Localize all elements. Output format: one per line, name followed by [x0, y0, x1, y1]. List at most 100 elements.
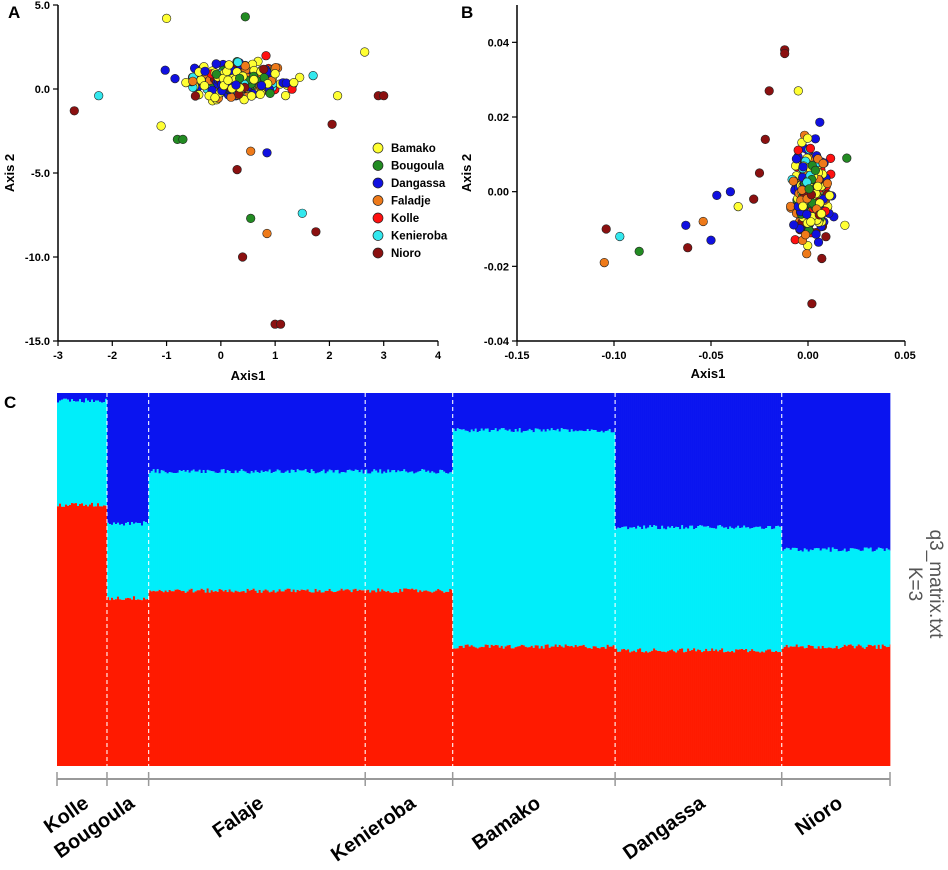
bar-nioro-cyan	[885, 548, 889, 648]
bar-bamako-red	[596, 647, 600, 766]
panel-b-points	[599, 45, 852, 309]
bar-bougoula-cyan	[106, 522, 110, 598]
bar-falaje-red	[224, 590, 227, 766]
bar-dangassa-red	[765, 650, 768, 766]
bar-kenieroba-blue	[393, 393, 396, 471]
panel-b-point-nioro	[760, 134, 770, 144]
bar-bamako-blue	[492, 393, 496, 431]
bar-bougoula-red	[136, 599, 140, 766]
bar-bamako-red	[456, 648, 460, 766]
panel-a-point-bougoula	[246, 213, 256, 223]
bar-bamako-blue	[590, 393, 594, 430]
panel-b-x-tick-label: 0.00	[797, 350, 818, 362]
bar-kenieroba-red	[401, 591, 404, 766]
bar-kenieroba-cyan	[449, 472, 452, 589]
bar-dangassa-cyan	[637, 525, 640, 650]
bar-dangassa-cyan	[655, 525, 658, 651]
bar-bamako-cyan	[578, 430, 582, 646]
bar-dangassa-cyan	[763, 528, 766, 653]
bar-nioro-blue	[795, 393, 799, 548]
bar-kolle-red	[81, 503, 84, 766]
bar-dangassa-blue	[737, 393, 740, 526]
bar-falaje-red	[178, 589, 181, 766]
bar-nioro-cyan	[855, 548, 859, 647]
bar-bougoula-blue	[120, 393, 124, 524]
bar-dangassa-blue	[703, 393, 706, 527]
bar-falaje-cyan	[272, 472, 275, 591]
bar-kenieroba-red	[447, 591, 450, 766]
panel-b-point-bamako	[806, 217, 816, 227]
bar-falaje-blue	[226, 393, 229, 471]
bar-nioro-red	[835, 645, 839, 766]
bar-falaje-red	[172, 591, 175, 766]
bar-bamako-red	[478, 647, 482, 766]
bar-nioro-blue	[801, 393, 805, 552]
bar-nioro-cyan	[887, 549, 891, 647]
legend-label-kolle: Kolle	[391, 213, 419, 225]
bar-kolle-cyan	[69, 401, 72, 505]
bar-dangassa-red	[619, 651, 622, 766]
panel-b-point-dangassa	[712, 190, 722, 200]
bar-nioro-red	[791, 646, 795, 766]
bar-bamako-blue	[488, 393, 492, 432]
bar-dangassa-blue	[635, 393, 638, 529]
bar-dangassa-red	[759, 652, 762, 766]
bar-nioro-blue	[867, 393, 871, 549]
bar-bougoula-blue	[118, 393, 122, 525]
bar-dangassa-cyan	[769, 526, 772, 650]
bar-bamako-red	[518, 646, 522, 766]
panel-b-point-bougoula	[634, 246, 644, 256]
bar-bamako-red	[472, 646, 476, 766]
bar-falaje-blue	[232, 393, 235, 474]
bar-dangassa-cyan	[765, 528, 768, 651]
bar-nioro-cyan	[819, 550, 823, 649]
bar-bamako-red	[546, 644, 550, 766]
bar-bamako-red	[556, 646, 560, 766]
bar-falaje-cyan	[216, 473, 219, 592]
bar-bamako-blue	[530, 393, 534, 431]
bar-falaje-cyan	[158, 473, 161, 590]
bar-dangassa-red	[767, 649, 770, 766]
bar-nioro-cyan	[869, 547, 873, 646]
bar-dangassa-blue	[771, 393, 774, 530]
bar-falaje-blue	[276, 393, 279, 470]
bar-dangassa-blue	[739, 393, 742, 529]
bar-bamako-red	[588, 648, 592, 766]
panel-a-point-bamako	[270, 69, 280, 79]
panel-b-point-dangassa	[811, 229, 821, 239]
bar-kolle-blue	[105, 393, 108, 399]
bar-bamako-cyan	[600, 430, 604, 648]
bar-falaje-blue	[334, 393, 337, 471]
bar-falaje-red	[324, 590, 327, 766]
bar-kolle-red	[59, 503, 62, 766]
panel-a-point-dangassa	[256, 80, 267, 91]
bar-bamako-cyan	[536, 428, 540, 646]
bar-nioro-red	[847, 644, 851, 766]
panel-a-point-kolle	[261, 51, 271, 61]
bar-falaje-cyan	[286, 470, 289, 589]
bar-bamako-red	[526, 647, 530, 766]
bar-falaje-blue	[258, 393, 261, 473]
bar-bougoula-cyan	[116, 522, 120, 597]
panel-b-point-nioro	[601, 224, 611, 234]
bar-nioro-blue	[789, 393, 793, 550]
bar-kenieroba-cyan	[451, 471, 454, 590]
bar-nioro-red	[823, 648, 827, 766]
bar-nioro-blue	[875, 393, 879, 550]
bar-dangassa-blue	[741, 393, 744, 528]
bar-bougoula-red	[126, 597, 130, 766]
bar-dangassa-red	[659, 650, 662, 766]
bar-kenieroba-blue	[401, 393, 404, 472]
bar-bamako-blue	[454, 393, 458, 432]
panel-b-x-tick-label: -0.05	[698, 350, 723, 362]
bar-kenieroba-blue	[427, 393, 430, 471]
bar-bamako-blue	[456, 393, 460, 429]
bar-nioro-cyan	[787, 548, 791, 648]
panel-a-point-nioro	[238, 252, 248, 262]
bar-bamako-blue	[536, 393, 540, 429]
bar-falaje-blue	[234, 393, 237, 471]
bar-falaje-blue	[340, 393, 343, 472]
panel-a-point-faladje	[262, 228, 272, 239]
bar-nioro-blue	[883, 393, 887, 551]
bar-kolle-blue	[85, 393, 88, 399]
